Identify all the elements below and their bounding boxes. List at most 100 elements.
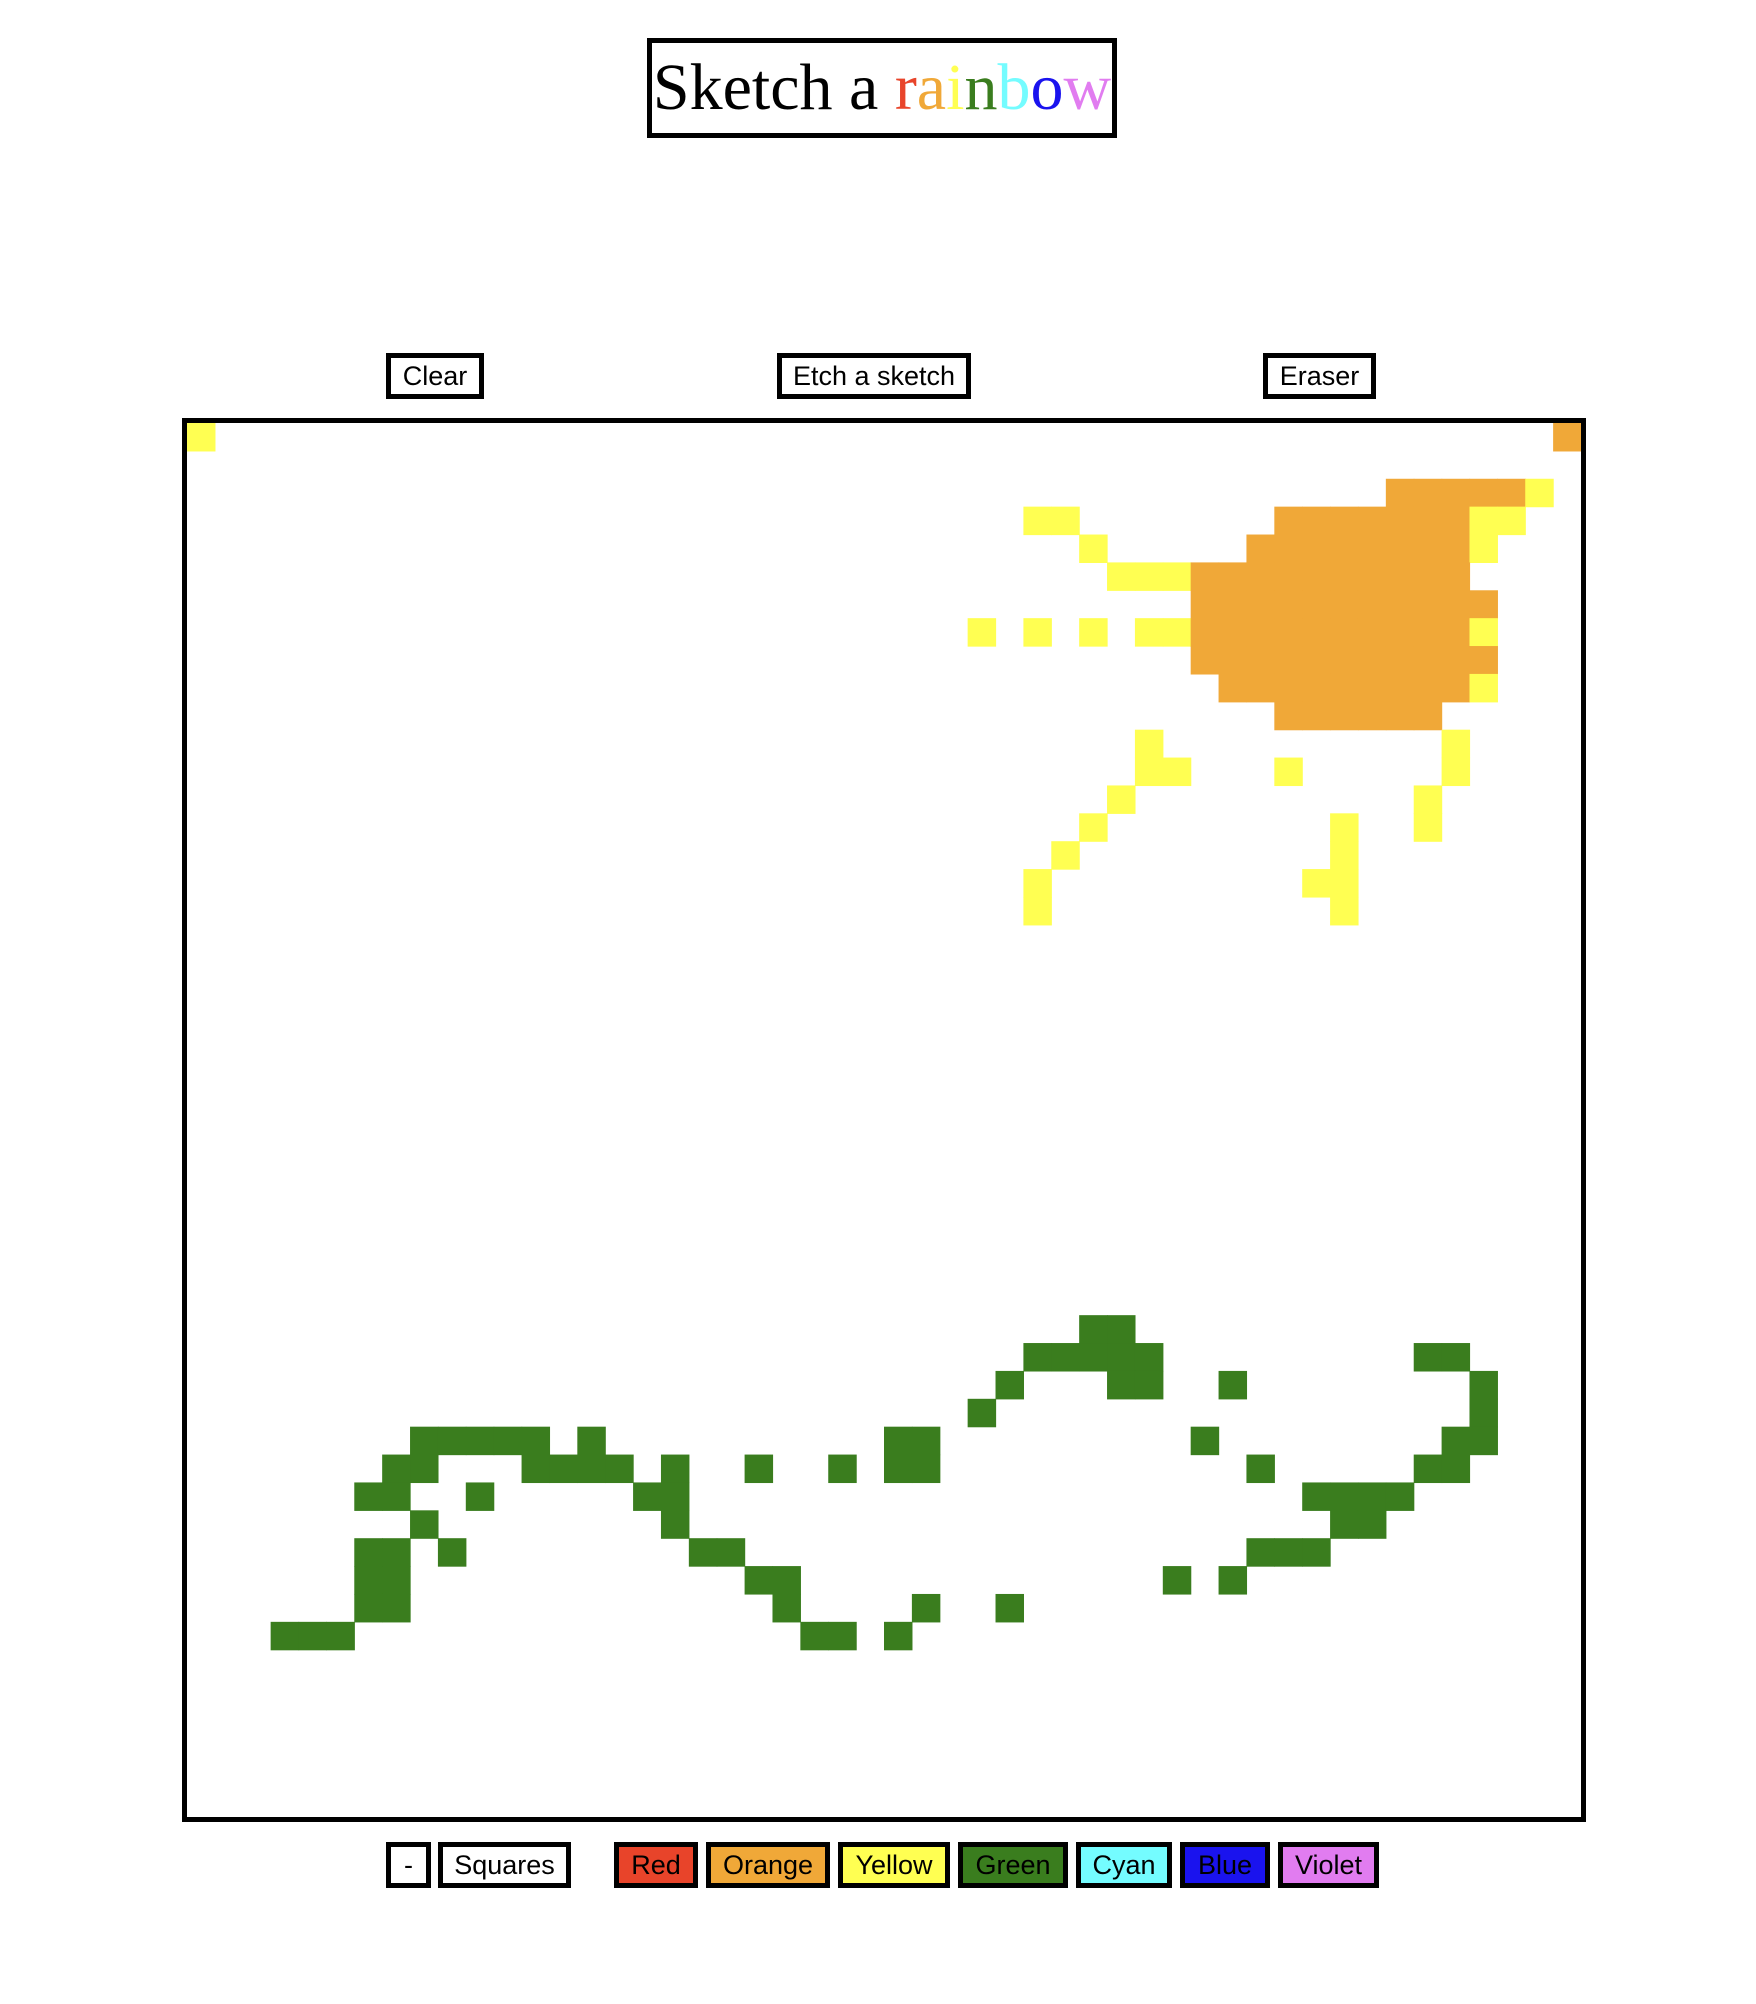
grid-cell-green[interactable] (382, 1454, 411, 1484)
grid-cell-orange[interactable] (1469, 478, 1498, 508)
grid-cell-green[interactable] (270, 1621, 300, 1651)
grid-cell-yellow[interactable] (1079, 534, 1108, 563)
grid-cell-orange[interactable] (1330, 534, 1359, 563)
grid-cell-green[interactable] (884, 1426, 913, 1456)
grid-cell-green[interactable] (1385, 1482, 1415, 1511)
grid-cell-green[interactable] (382, 1593, 411, 1623)
grid-cell-yellow[interactable] (1107, 785, 1136, 814)
color-red-button[interactable]: Red (614, 1842, 698, 1888)
grid-cell-green[interactable] (410, 1454, 439, 1484)
grid-cell-green[interactable] (660, 1482, 690, 1511)
grid-cell-yellow[interactable] (1525, 478, 1554, 508)
clear-button[interactable]: Clear (386, 353, 484, 399)
grid-cell-green[interactable] (1330, 1482, 1359, 1511)
grid-cell-orange[interactable] (1385, 506, 1415, 536)
grid-cell-yellow[interactable] (1134, 729, 1164, 759)
grid-cell-orange[interactable] (1330, 562, 1359, 591)
grid-cell-green[interactable] (828, 1454, 857, 1484)
grid-cell-orange[interactable] (1274, 590, 1303, 619)
grid-cell-orange[interactable] (1413, 506, 1443, 536)
grid-cell-yellow[interactable] (1023, 896, 1052, 926)
grid-cell-orange[interactable] (1357, 673, 1387, 703)
grid-cell-green[interactable] (1469, 1398, 1498, 1428)
grid-cell-green[interactable] (465, 1426, 495, 1456)
grid-cell-orange[interactable] (1357, 562, 1387, 591)
grid-cell-yellow[interactable] (1330, 841, 1359, 870)
grid-cell-orange[interactable] (1302, 562, 1331, 591)
grid-cell-orange[interactable] (1385, 646, 1415, 675)
grid-cell-orange[interactable] (1357, 534, 1387, 563)
grid-cell-yellow[interactable] (1441, 729, 1471, 759)
grid-cell-orange[interactable] (1274, 534, 1303, 563)
etch-a-sketch-button[interactable]: Etch a sketch (777, 353, 971, 399)
grid-cell-green[interactable] (410, 1426, 439, 1456)
grid-cell-orange[interactable] (1302, 618, 1331, 647)
grid-cell-orange[interactable] (1302, 646, 1331, 675)
grid-cell-orange[interactable] (1385, 478, 1415, 508)
grid-cell-orange[interactable] (1441, 562, 1471, 591)
grid-cell-orange[interactable] (1330, 646, 1359, 675)
grid-size-minus-button[interactable]: - (386, 1842, 431, 1888)
grid-cell-yellow[interactable] (1023, 618, 1052, 647)
grid-cell-yellow[interactable] (1107, 562, 1136, 591)
grid-cell-orange[interactable] (1246, 646, 1275, 675)
grid-cell-orange[interactable] (1441, 534, 1471, 563)
grid-cell-green[interactable] (1413, 1454, 1443, 1484)
grid-cell-orange[interactable] (1274, 701, 1303, 731)
grid-cell-orange[interactable] (1441, 673, 1471, 703)
grid-cell-orange[interactable] (1385, 562, 1415, 591)
grid-cell-orange[interactable] (1330, 506, 1359, 536)
grid-cell-green[interactable] (521, 1426, 551, 1456)
grid-cell-yellow[interactable] (1330, 869, 1359, 898)
grid-cell-orange[interactable] (1330, 618, 1359, 647)
grid-cell-yellow[interactable] (1079, 813, 1108, 842)
grid-cell-yellow[interactable] (1413, 785, 1443, 814)
grid-cell-green[interactable] (660, 1510, 690, 1539)
grid-cell-green[interactable] (549, 1454, 578, 1484)
grid-cell-green[interactable] (1162, 1566, 1192, 1595)
grid-cell-yellow[interactable] (1330, 813, 1359, 842)
grid-cell-orange[interactable] (1274, 506, 1303, 536)
grid-cell-green[interactable] (995, 1370, 1024, 1400)
color-orange-button[interactable]: Orange (706, 1842, 830, 1888)
grid-cell-green[interactable] (911, 1593, 941, 1623)
color-blue-button[interactable]: Blue (1180, 1842, 1270, 1888)
grid-cell-green[interactable] (354, 1482, 383, 1511)
grid-cell-orange[interactable] (1357, 646, 1387, 675)
grid-cell-green[interactable] (772, 1593, 801, 1623)
grid-cell-green[interactable] (1023, 1343, 1052, 1372)
grid-cell-green[interactable] (1469, 1370, 1498, 1400)
grid-cell-orange[interactable] (1413, 701, 1443, 731)
grid-cell-green[interactable] (1107, 1343, 1136, 1372)
grid-cell-orange[interactable] (1469, 590, 1498, 619)
sketch-grid[interactable] (187, 423, 1581, 1817)
grid-cell-green[interactable] (1218, 1370, 1248, 1400)
grid-cell-green[interactable] (521, 1454, 551, 1484)
grid-cell-orange[interactable] (1357, 618, 1387, 647)
grid-cell-yellow[interactable] (187, 423, 216, 452)
grid-cell-green[interactable] (1218, 1566, 1248, 1595)
grid-cell-orange[interactable] (1190, 618, 1220, 647)
grid-cell-green[interactable] (772, 1566, 801, 1595)
grid-cell-orange[interactable] (1246, 590, 1275, 619)
grid-cell-orange[interactable] (1246, 562, 1275, 591)
grid-cell-orange[interactable] (1274, 673, 1303, 703)
grid-cell-green[interactable] (493, 1426, 523, 1456)
grid-cell-yellow[interactable] (1162, 757, 1192, 787)
grid-cell-yellow[interactable] (1469, 673, 1498, 703)
grid-cell-yellow[interactable] (1051, 841, 1080, 870)
grid-cell-orange[interactable] (1385, 590, 1415, 619)
grid-cell-orange[interactable] (1413, 478, 1443, 508)
grid-cell-orange[interactable] (1441, 590, 1471, 619)
grid-cell-orange[interactable] (1302, 590, 1331, 619)
grid-cell-orange[interactable] (1441, 478, 1471, 508)
grid-cell-yellow[interactable] (1469, 506, 1498, 536)
grid-cell-green[interactable] (1413, 1343, 1443, 1372)
color-cyan-button[interactable]: Cyan (1076, 1842, 1172, 1888)
grid-cell-orange[interactable] (1302, 506, 1331, 536)
grid-cell-green[interactable] (354, 1593, 383, 1623)
grid-cell-orange[interactable] (1246, 618, 1275, 647)
grid-cell-green[interactable] (1051, 1343, 1080, 1372)
grid-cell-orange[interactable] (1413, 618, 1443, 647)
grid-cell-green[interactable] (1330, 1510, 1359, 1539)
